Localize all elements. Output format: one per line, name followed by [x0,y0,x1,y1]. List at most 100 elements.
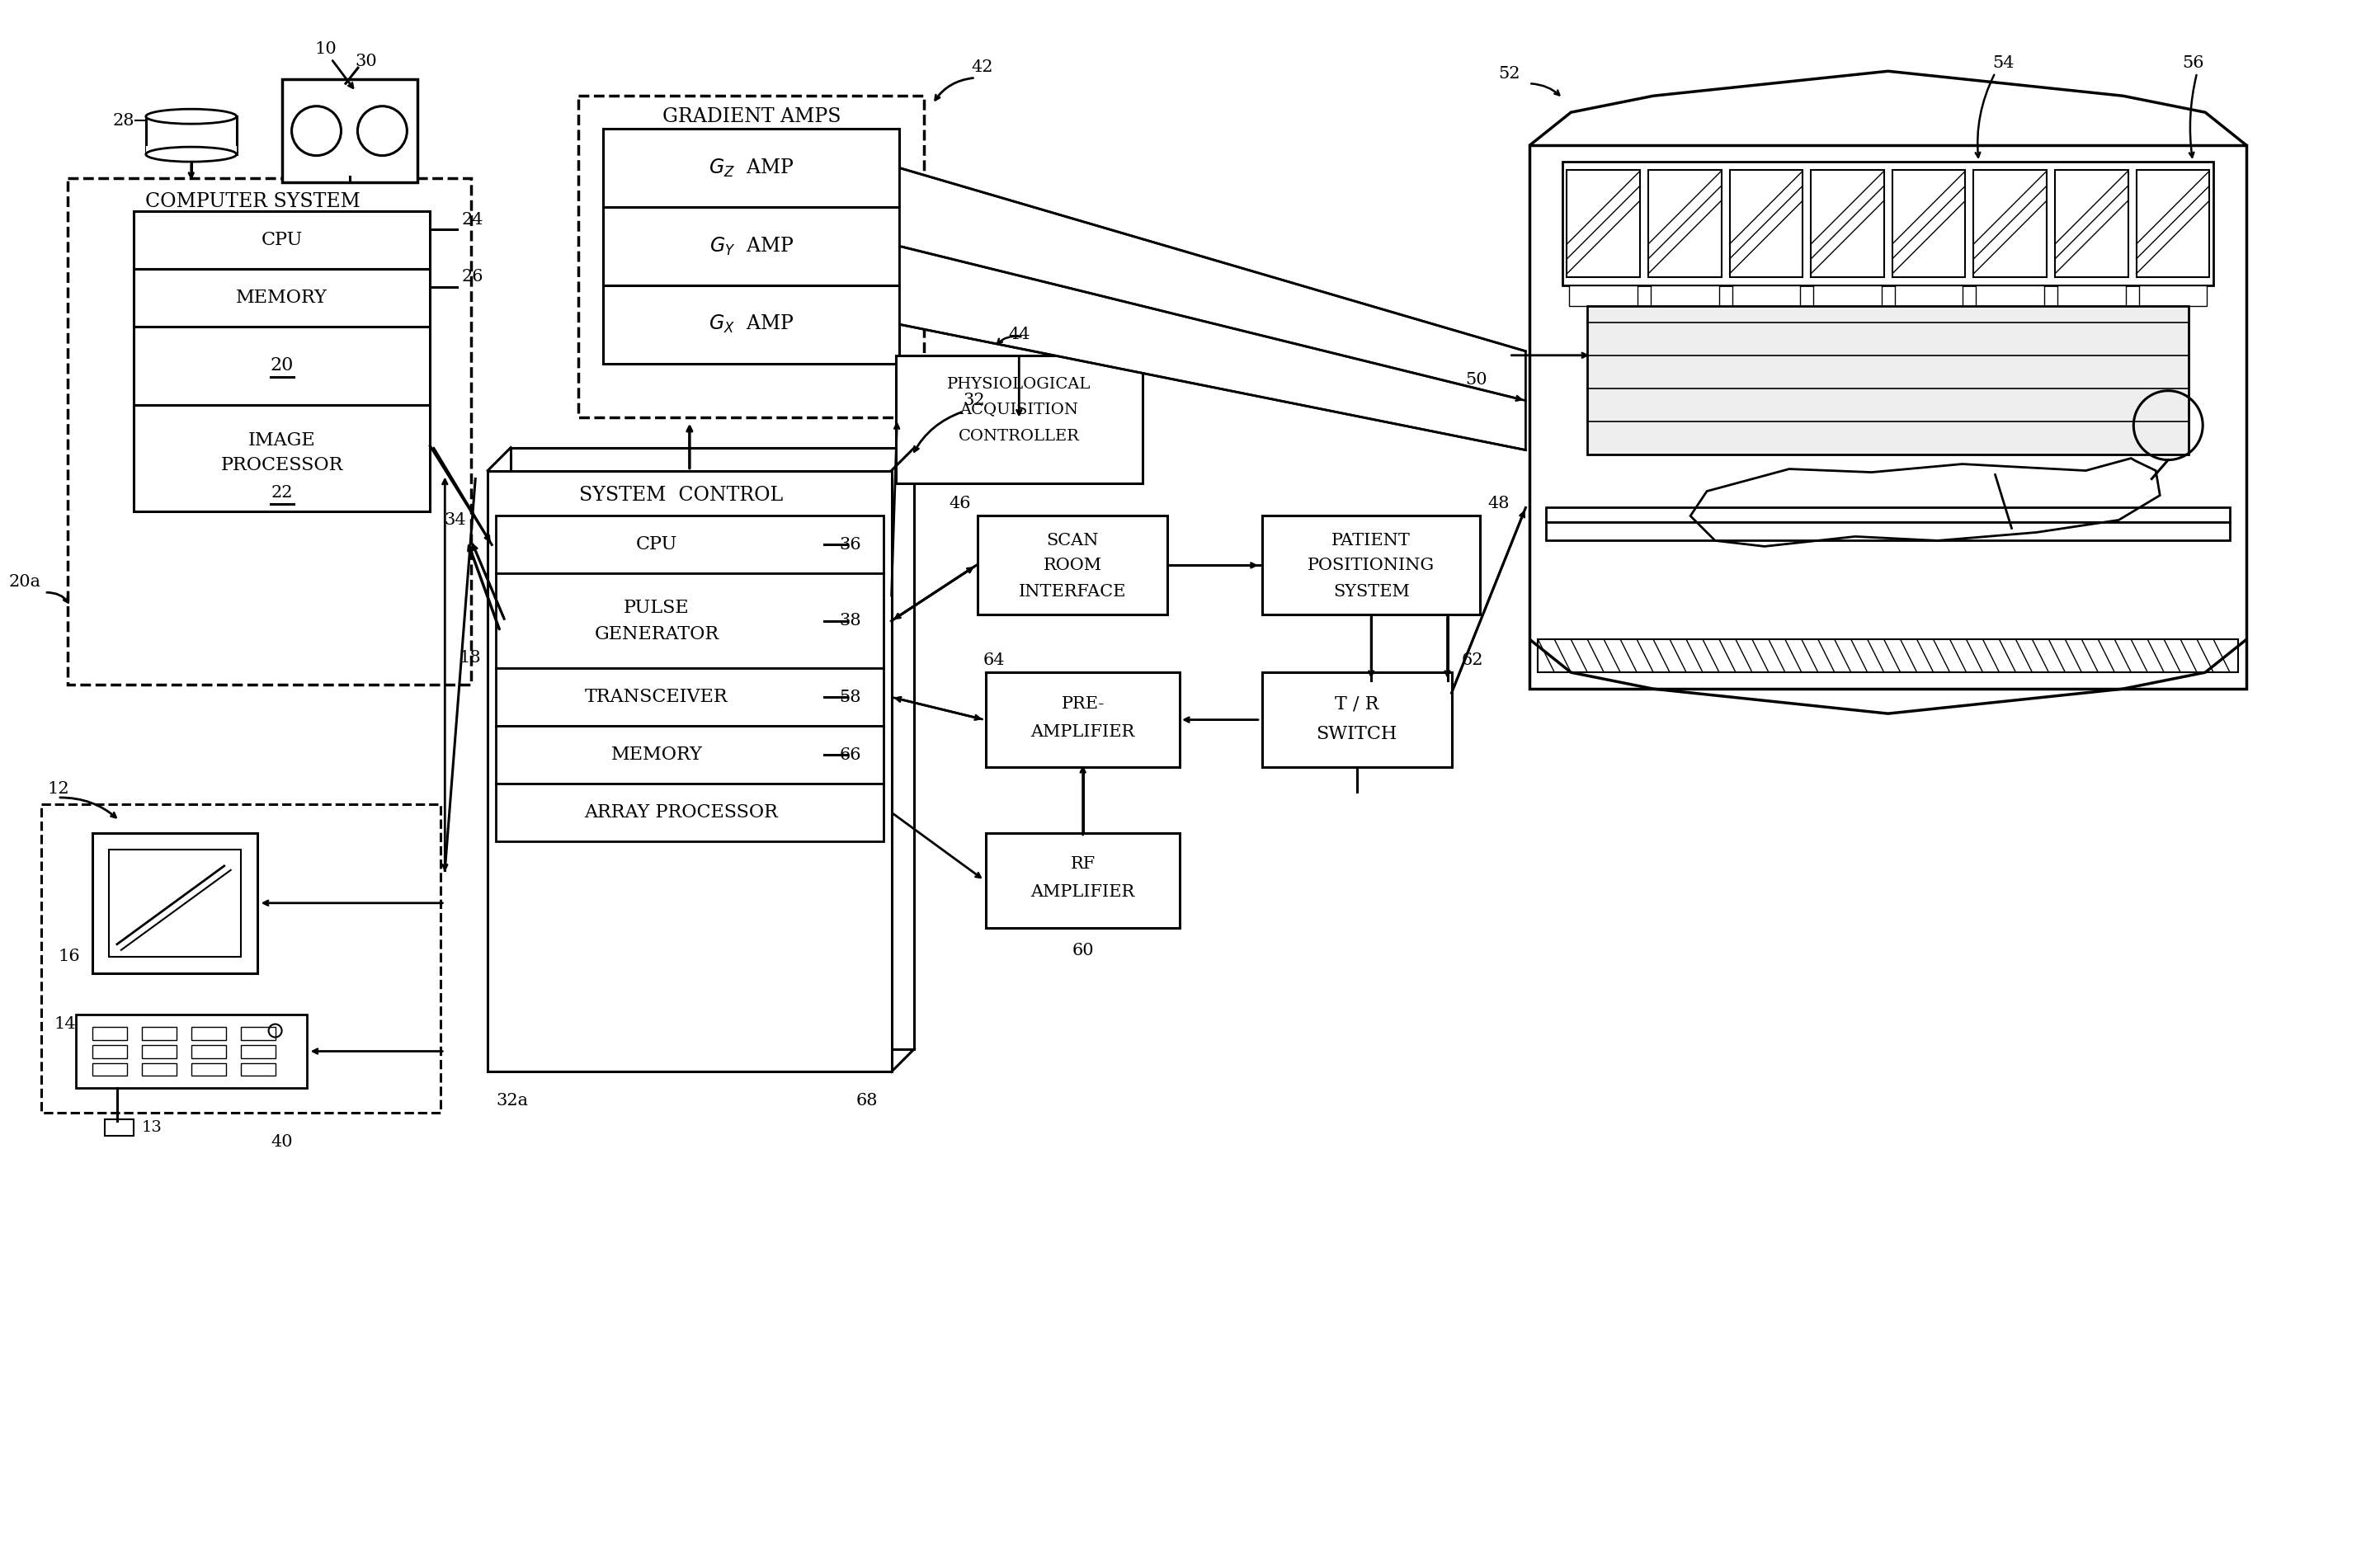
Text: 40: 40 [272,1134,293,1149]
Text: INTERFACE: INTERFACE [1020,583,1126,599]
Text: SWITCH: SWITCH [1315,724,1398,743]
Bar [142,1044,177,1058]
Text: 28: 28 [113,113,135,129]
Bar [1587,306,2189,455]
Bar [135,212,430,268]
Text: 58: 58 [838,690,862,706]
Text: 20: 20 [269,356,293,375]
Bar [191,1027,227,1040]
Text: 60: 60 [1072,942,1093,958]
Text: ARRAY PROCESSOR: ARRAY PROCESSOR [586,803,779,822]
Bar [104,1120,135,1137]
Text: 34: 34 [444,513,465,528]
Bar [109,850,241,956]
Bar [1648,169,1721,278]
Text: 32: 32 [963,392,985,408]
Text: PULSE: PULSE [623,599,689,616]
Text: PROCESSOR: PROCESSOR [220,456,342,474]
Bar [1733,285,1799,306]
Text: 46: 46 [949,495,970,511]
Text: GENERATOR: GENERATOR [595,626,720,643]
Bar [68,179,472,685]
Text: 30: 30 [354,53,378,69]
Bar [191,1044,227,1058]
Bar [1891,169,1964,278]
Bar [142,1027,177,1040]
Bar [1811,169,1884,278]
Bar [92,1063,127,1076]
Bar [241,1027,276,1040]
Bar [496,784,883,842]
Text: 48: 48 [1487,495,1509,511]
Text: $G_X$  AMP: $G_X$ AMP [708,314,793,336]
Bar [1570,285,1639,306]
Bar [2139,285,2208,306]
Text: 10: 10 [314,41,338,56]
Bar [1813,285,1882,306]
Bar [977,516,1166,615]
Bar [510,447,914,1049]
Text: $G_Z$  AMP: $G_Z$ AMP [708,157,793,179]
Text: 52: 52 [1499,66,1520,82]
Text: T / R: T / R [1334,695,1379,713]
Bar [602,285,900,364]
Text: COMPUTER SYSTEM: COMPUTER SYSTEM [146,191,361,210]
Text: IMAGE: IMAGE [248,431,316,448]
Bar [1263,516,1480,615]
Bar [1563,162,2215,285]
Text: ACQUISITION: ACQUISITION [959,401,1079,416]
Bar [2054,169,2127,278]
Bar [1731,169,1804,278]
Text: SYSTEM  CONTROL: SYSTEM CONTROL [578,486,784,505]
Text: 64: 64 [985,652,1006,668]
Bar [1568,169,1641,278]
Text: 36: 36 [838,536,862,552]
Bar [496,668,883,726]
Bar [1894,285,1962,306]
Bar [135,268,430,326]
Bar [146,146,236,154]
Text: SCAN: SCAN [1046,533,1098,549]
Text: 16: 16 [59,949,80,964]
Text: 26: 26 [460,270,484,285]
Bar [92,833,257,974]
Text: 20a: 20a [9,574,40,590]
Text: 42: 42 [970,60,994,75]
Bar [135,405,430,511]
Bar [987,673,1180,767]
Ellipse shape [146,110,236,124]
Text: 56: 56 [2182,55,2203,71]
Bar [1650,285,1719,306]
Bar [987,833,1180,928]
Bar [1263,673,1452,767]
Text: 12: 12 [47,781,68,797]
Bar [1537,640,2238,673]
Bar [489,470,892,1073]
Text: PATIENT: PATIENT [1332,533,1412,549]
Bar [2137,169,2210,278]
Bar [496,726,883,784]
Text: PRE-: PRE- [1062,696,1105,712]
Text: $G_Y$  AMP: $G_Y$ AMP [708,235,793,257]
Text: 68: 68 [855,1093,878,1109]
Bar [241,1044,276,1058]
Bar [578,96,923,417]
Text: MEMORY: MEMORY [611,746,701,764]
Bar [496,574,883,668]
Text: 14: 14 [54,1016,76,1032]
Bar [142,1063,177,1076]
Text: TRANSCEIVER: TRANSCEIVER [586,688,727,706]
Bar [1976,285,2045,306]
Text: GRADIENT AMPS: GRADIENT AMPS [661,107,841,125]
Text: MEMORY: MEMORY [236,289,328,307]
Text: 38: 38 [838,613,862,629]
Bar [281,80,418,182]
Bar [92,1027,127,1040]
Text: 18: 18 [458,651,482,666]
Text: CPU: CPU [635,536,678,554]
Bar [191,1063,227,1076]
Text: POSITIONING: POSITIONING [1308,558,1435,574]
Text: AMPLIFIER: AMPLIFIER [1032,884,1136,900]
Bar [602,207,900,285]
Bar [241,1063,276,1076]
